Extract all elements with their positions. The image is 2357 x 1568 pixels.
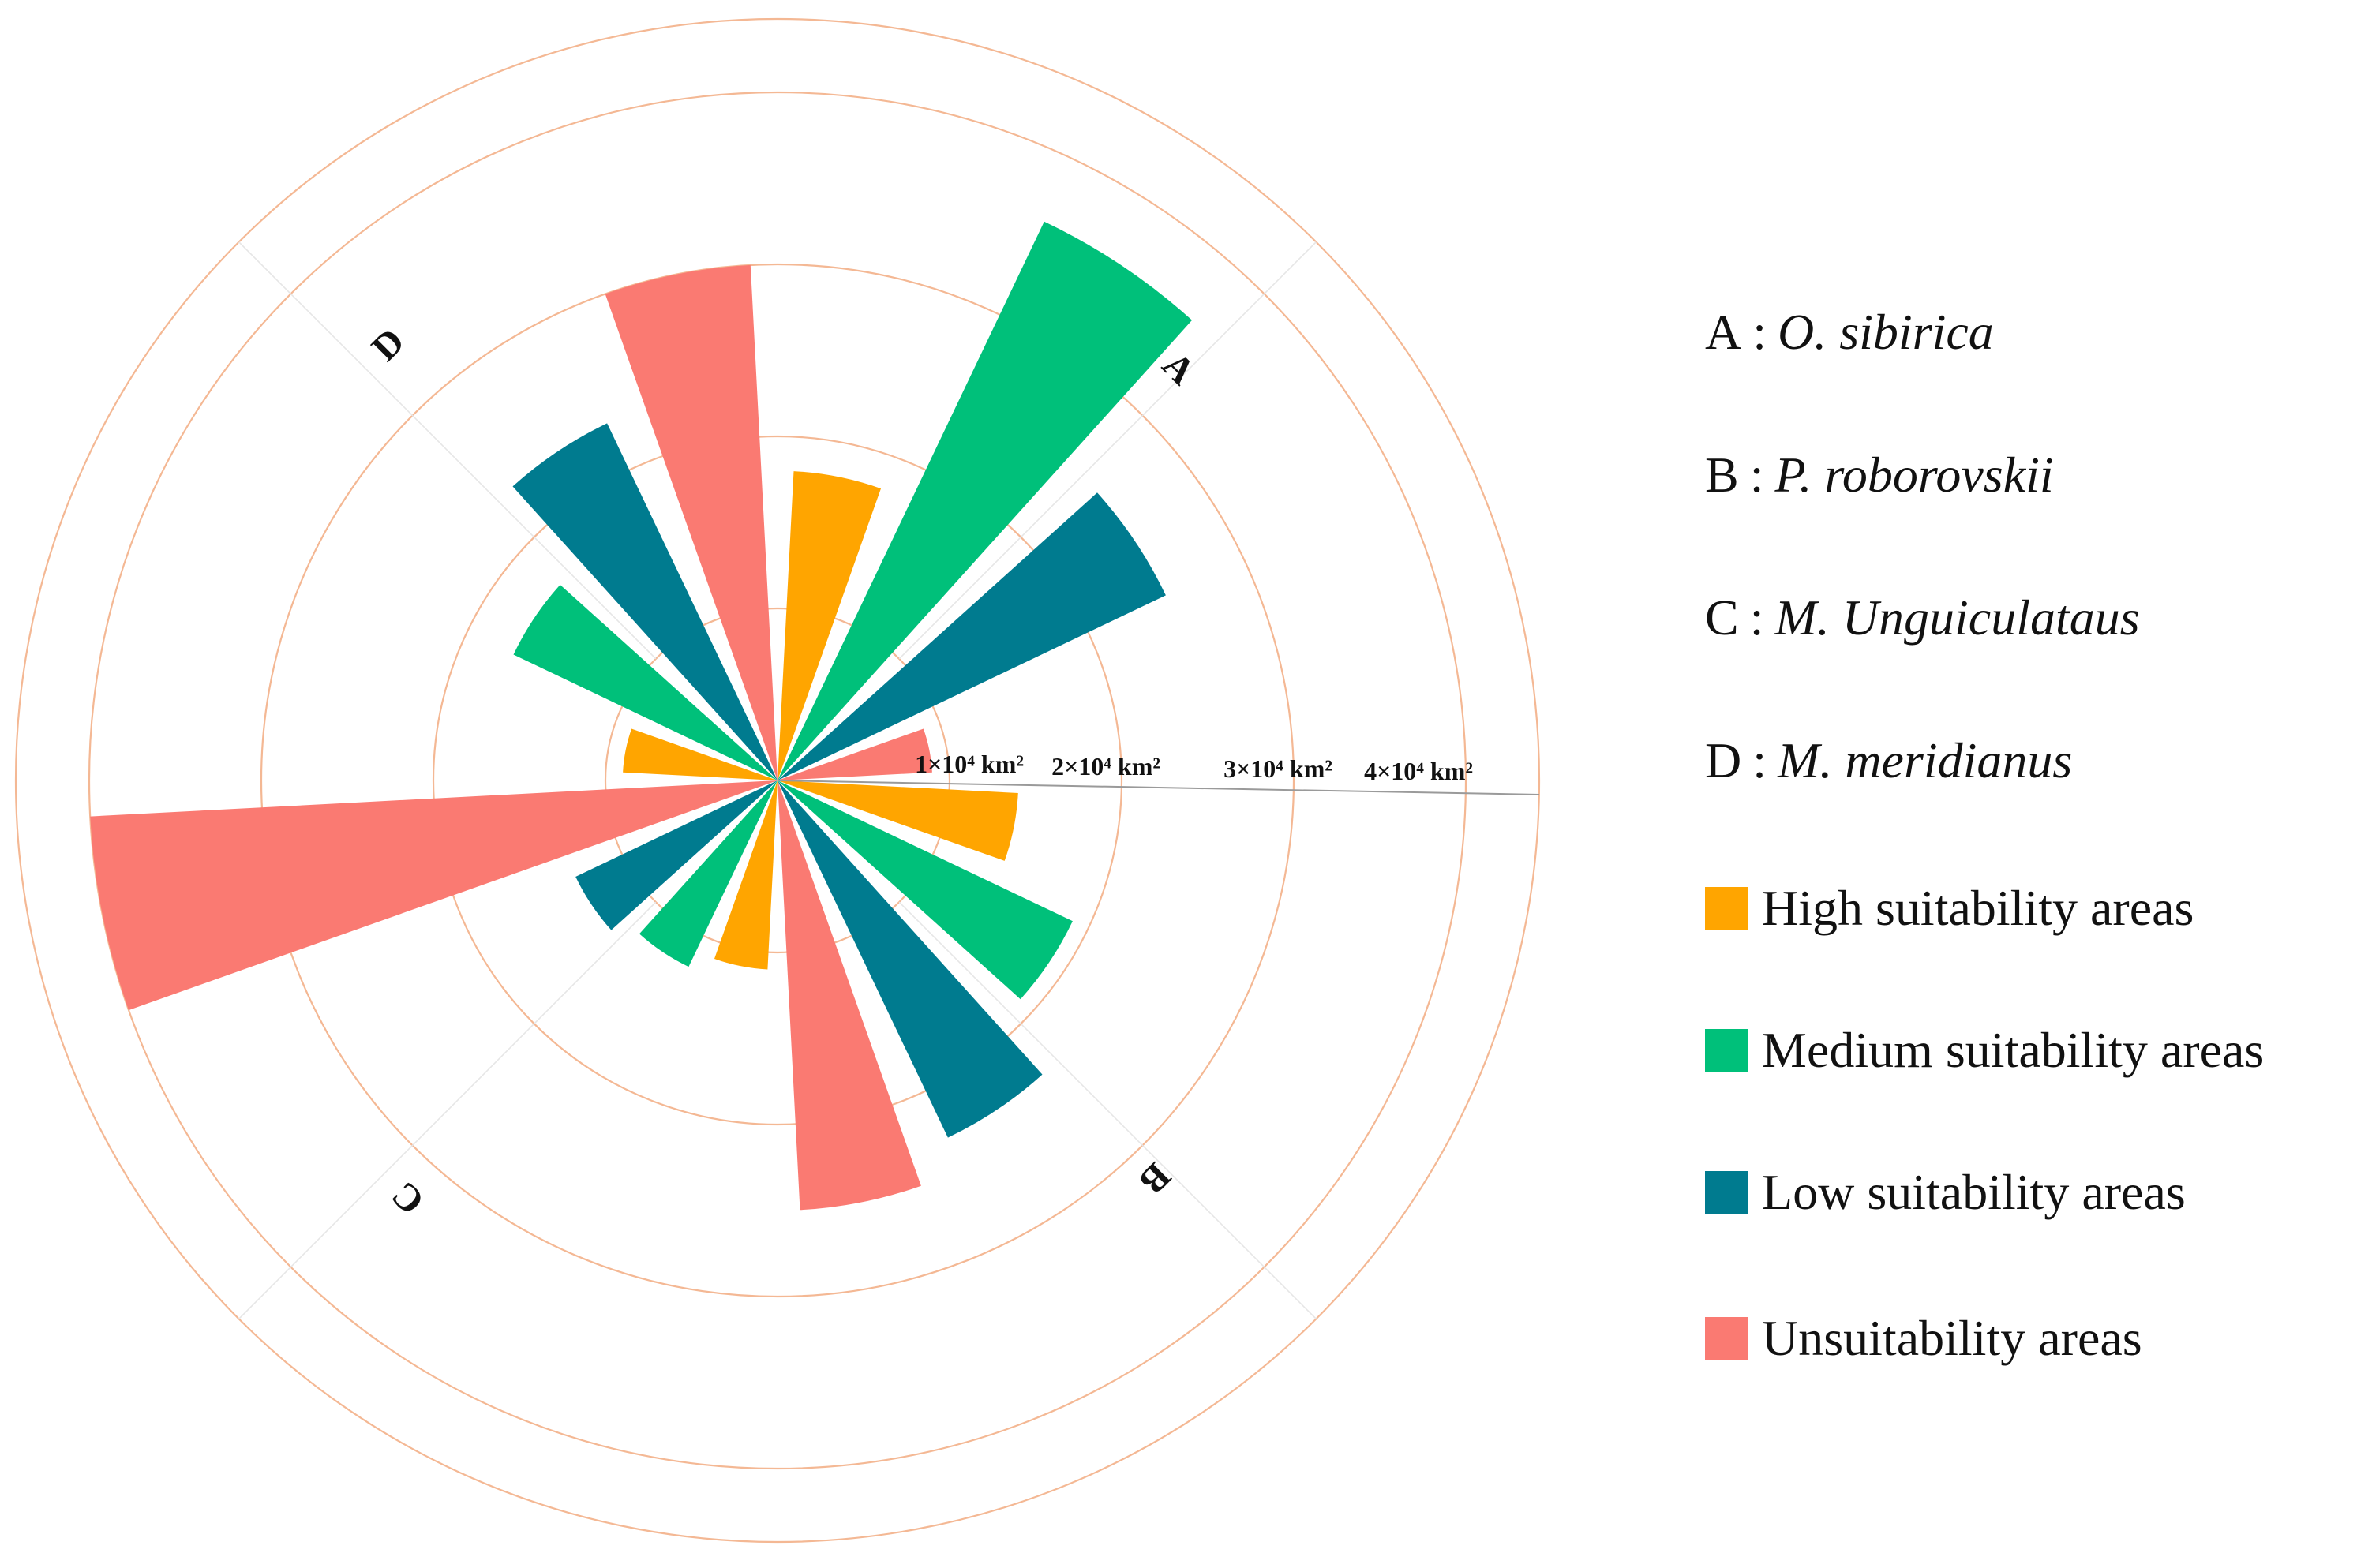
bar-a-unsuitability-areas <box>778 728 932 780</box>
sector-divider-1 <box>898 241 1317 660</box>
legend: A: O. sibirica B: P. roborovskii C: M. Unguic… <box>1705 260 2352 1366</box>
bar-a-medium-suitability-areas <box>778 221 1193 780</box>
legend-label: Medium suitability areas <box>1762 1022 2265 1078</box>
legend-item-high-suitability-areas: High suitability areas <box>1705 879 2194 937</box>
species-list: A: O. sibirica B: P. roborovskii C: M. Unguic… <box>1705 260 2352 832</box>
legend-label: Unsuitability areas <box>1762 1310 2142 1366</box>
bar-d-high-suitability-areas <box>623 728 778 780</box>
radial-grid <box>14 17 1541 1544</box>
species-letter: C <box>1705 589 1739 646</box>
species-separator: : <box>1749 589 1764 646</box>
species-name: M. Unguiculataus <box>1774 589 2140 646</box>
grid-ring-4 <box>88 91 1467 1470</box>
species-letter: D <box>1705 732 1742 788</box>
species-legend-d: D: M. meridianus <box>1705 689 2352 832</box>
bar-c-low-suitability-areas <box>575 780 778 930</box>
legend-swatch <box>1705 1171 1748 1214</box>
species-name: P. roborovskii <box>1774 446 2054 503</box>
bar-b-low-suitability-areas <box>778 780 1043 1138</box>
bar-d-medium-suitability-areas <box>513 585 778 780</box>
legend-swatch <box>1705 1029 1748 1072</box>
bar-b-high-suitability-areas <box>778 780 1018 861</box>
bar-d-unsuitability-areas <box>605 264 778 780</box>
radial-tick-label-3: 3×10⁴ km² <box>1223 754 1332 783</box>
radial-axis-line <box>777 780 1540 795</box>
species-name: M. meridianus <box>1778 732 2073 788</box>
group-label-b: B <box>1131 1154 1178 1202</box>
group-label-d: D <box>364 320 413 369</box>
bar-a-high-suitability-areas <box>778 471 881 780</box>
bar-c-unsuitability-areas <box>90 780 778 1011</box>
species-separator: : <box>1752 303 1767 360</box>
bar-d-low-suitability-areas <box>512 423 778 780</box>
bar-c-high-suitability-areas <box>714 780 778 970</box>
grid-ring-2 <box>432 435 1123 1126</box>
bar-a-low-suitability-areas <box>778 492 1166 780</box>
legend-swatch <box>1705 1317 1748 1360</box>
species-separator: : <box>1752 732 1767 788</box>
species-letter: B <box>1705 446 1739 503</box>
species-legend-a: A: O. sibirica <box>1705 260 2352 403</box>
group-label-c: C <box>384 1173 433 1222</box>
species-legend-b: B: P. roborovskii <box>1705 403 2352 546</box>
grid-ring-3 <box>260 263 1295 1298</box>
legend-item-medium-suitability-areas: Medium suitability areas <box>1705 1021 2264 1080</box>
sector-divider-2 <box>898 901 1317 1319</box>
species-name: O. sibirica <box>1778 303 1994 360</box>
grid-ring-outer <box>14 17 1541 1544</box>
radial-tick-label-4: 4×10⁴ km² <box>1364 757 1473 785</box>
legend-item-low-suitability-areas: Low suitability areas <box>1705 1163 2186 1222</box>
species-legend-c: C: M. Unguiculataus <box>1705 546 2352 689</box>
sector-dividers <box>238 241 1317 1319</box>
species-letter: A <box>1705 303 1742 360</box>
sector-divider-4 <box>238 241 657 660</box>
radial-tick-label-2: 2×10⁴ km² <box>1051 752 1160 780</box>
radial-tick-label-1: 1×10⁴ km² <box>915 750 1024 778</box>
bar-c-medium-suitability-areas <box>639 780 778 967</box>
bar-b-medium-suitability-areas <box>778 780 1073 1000</box>
sector-divider-3 <box>238 901 657 1319</box>
species-separator: : <box>1749 446 1764 503</box>
legend-label: High suitability areas <box>1762 880 2194 936</box>
radial-tick-labels: 1×10⁴ km² 2×10⁴ km² 3×10⁴ km² 4×10⁴ km² <box>915 750 1473 785</box>
legend-swatch <box>1705 887 1748 930</box>
bars-layer <box>90 221 1193 1211</box>
bar-b-unsuitability-areas <box>778 780 921 1211</box>
legend-item-unsuitability-areas: Unsuitability areas <box>1705 1309 2142 1368</box>
legend-label: Low suitability areas <box>1762 1164 2186 1220</box>
grid-ring-1 <box>604 607 951 954</box>
